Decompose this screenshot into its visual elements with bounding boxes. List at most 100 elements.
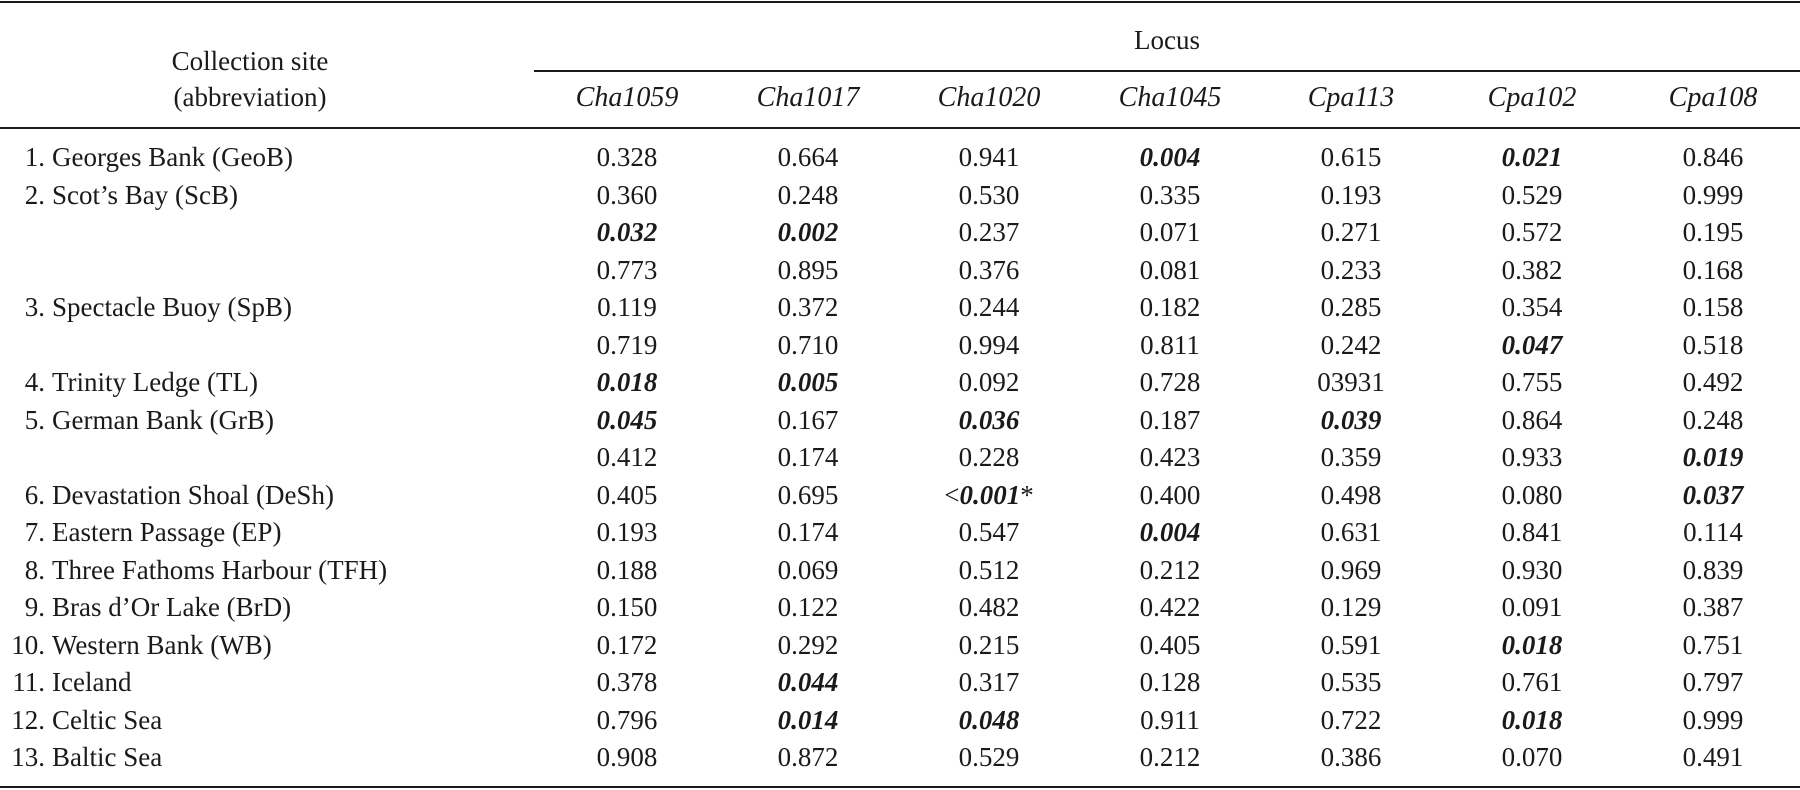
p-value-cell: 0.423 bbox=[1139, 442, 1201, 472]
p-value-cell: 0.591 bbox=[1320, 629, 1382, 660]
p-value-cell: 0.182 bbox=[1139, 292, 1201, 322]
p-value-cell: 0.518 bbox=[1682, 329, 1744, 360]
p-value-cell: 0.044 bbox=[777, 667, 839, 697]
p-value-cell: 0.292 bbox=[777, 629, 839, 660]
table-top-rule bbox=[0, 1, 1800, 3]
p-value-cell: 0.387 bbox=[1682, 592, 1744, 622]
p-value-cell: 0.150 bbox=[596, 592, 658, 622]
p-value-cell: 0.002 bbox=[777, 217, 839, 247]
p-value-cell: 0.999 bbox=[1682, 179, 1744, 210]
p-value-cell: 0.491 bbox=[1682, 742, 1744, 772]
p-value-cell: 0.755 bbox=[1501, 367, 1563, 397]
p-value-cell: 0.722 bbox=[1320, 704, 1382, 735]
locus-column-header: Cpa113 bbox=[1307, 82, 1395, 113]
table-row: 8. Three Fathoms Harbour (TFH) 0.188 0.069 0… bbox=[0, 552, 1800, 590]
site-name: Devastation Shoal (DeSh) bbox=[52, 479, 334, 510]
p-value-cell: 0.386 bbox=[1320, 742, 1382, 772]
site-number: 10. bbox=[11, 629, 45, 660]
p-value-cell: 03931 bbox=[1317, 367, 1385, 397]
p-value-cell: 0.119 bbox=[597, 292, 657, 322]
p-value-cell: 0.796 bbox=[596, 704, 658, 735]
collection-site-cell: 13. Baltic Sea bbox=[0, 739, 470, 777]
site-number: 8. bbox=[24, 554, 45, 585]
site-number: 2. bbox=[24, 179, 45, 210]
p-value-cell: 0.482 bbox=[958, 592, 1020, 622]
p-value-cell: 0.492 bbox=[1682, 367, 1744, 397]
p-value-cell: 0.328 bbox=[596, 142, 658, 172]
collection-site-cell: 5. German Bank (GrB) bbox=[0, 402, 470, 440]
site-number: 11. bbox=[12, 667, 45, 697]
p-value-cell: 0.081 bbox=[1139, 254, 1201, 285]
p-value-cell: 0.359 bbox=[1320, 442, 1382, 472]
collection-site-cell bbox=[0, 252, 470, 290]
p-value-cell: 0.187 bbox=[1139, 404, 1201, 435]
p-value-cell: 0.158 bbox=[1682, 292, 1744, 322]
table-row: 4. Trinity Ledge (TL) 0.018 0.005 0.092 0.728… bbox=[0, 364, 1800, 402]
p-value-cell: 0.719 bbox=[596, 329, 658, 360]
significant-value: 0.001 bbox=[959, 479, 1021, 510]
p-value-cell: 0.969 bbox=[1320, 554, 1382, 585]
p-value-cell: 0.405 bbox=[596, 479, 658, 510]
p-value-cell: 0.080 bbox=[1501, 479, 1563, 510]
p-value-cell: 0.498 bbox=[1320, 479, 1382, 510]
site-name: Celtic Sea bbox=[52, 704, 163, 735]
collection-site-cell: 9. Bras d’Or Lake (BrD) bbox=[0, 589, 470, 627]
table-row: 0.773 0.895 0.376 0.081 0.233 0.382 0.168 bbox=[0, 252, 1800, 290]
collection-site-cell bbox=[0, 327, 470, 365]
collection-site-cell: 11. Iceland bbox=[0, 664, 470, 702]
p-value-cell: 0.004 bbox=[1139, 517, 1201, 547]
table-row: 13. Baltic Sea 0.908 0.872 0.529 0.212 0.386 0.… bbox=[0, 739, 1800, 777]
collection-site-cell bbox=[0, 214, 470, 252]
p-value-cell: 0.019 bbox=[1682, 442, 1744, 472]
p-value-cell: 0.846 bbox=[1682, 142, 1744, 172]
p-value-cell: 0.005 bbox=[777, 367, 839, 397]
collection-site-cell: 12. Celtic Sea bbox=[0, 702, 470, 740]
collection-site-cell: 8. Three Fathoms Harbour (TFH) bbox=[0, 552, 470, 590]
p-value-cell: 0.382 bbox=[1501, 254, 1563, 285]
locus-column-header: Cha1017 bbox=[756, 82, 860, 113]
collection-site-cell: 7. Eastern Passage (EP) bbox=[0, 514, 470, 552]
p-value-cell: 0.572 bbox=[1501, 217, 1563, 247]
p-value-cell: 0.422 bbox=[1139, 592, 1201, 622]
p-value-cell: 0.045 bbox=[596, 404, 658, 435]
locus-column-header: Cha1059 bbox=[575, 82, 679, 113]
p-value-cell: 0.039 bbox=[1320, 404, 1382, 435]
site-name: Trinity Ledge (TL) bbox=[52, 367, 258, 397]
p-value-cell: 0.811 bbox=[1140, 329, 1200, 360]
site-number: 6. bbox=[24, 479, 45, 510]
p-value-cell: 0.070 bbox=[1501, 742, 1563, 772]
table-row: 0.719 0.710 0.994 0.811 0.242 0.047 0.518 bbox=[0, 327, 1800, 365]
site-name: German Bank (GrB) bbox=[52, 404, 274, 435]
p-value-cell: 0.174 bbox=[777, 517, 839, 547]
p-value-cell: 0.412 bbox=[596, 442, 658, 472]
p-value-cell: 0.761 bbox=[1501, 667, 1563, 697]
p-value-cell: 0.271 bbox=[1320, 217, 1382, 247]
collection-site-cell: 3. Spectacle Buoy (SpB) bbox=[0, 289, 470, 327]
p-value-cell: 0.047 bbox=[1501, 329, 1563, 360]
p-value-cell: 0.664 bbox=[777, 142, 839, 172]
p-value-cell: 0.193 bbox=[1320, 179, 1382, 210]
table-row: 0.032 0.002 0.237 0.071 0.271 0.572 0.195 bbox=[0, 214, 1800, 252]
p-value-cell: 0.014 bbox=[777, 704, 839, 735]
p-value-cell: 0.285 bbox=[1320, 292, 1382, 322]
p-value-cell: 0.376 bbox=[958, 254, 1020, 285]
collection-site-cell bbox=[0, 439, 470, 477]
p-value-cell: 0.864 bbox=[1501, 404, 1563, 435]
site-number: 12. bbox=[11, 704, 45, 735]
p-value-cell: 0.933 bbox=[1501, 442, 1563, 472]
p-value-cell: 0.248 bbox=[777, 179, 839, 210]
p-value-cell: 0.168 bbox=[1682, 254, 1744, 285]
p-value-cell: 0.512 bbox=[958, 554, 1020, 585]
p-value-cell: 0.233 bbox=[1320, 254, 1382, 285]
p-value-cell: 0.244 bbox=[958, 292, 1020, 322]
p-value-cell: 0.773 bbox=[596, 254, 658, 285]
p-value-cell: 0.908 bbox=[596, 742, 658, 772]
p-value-cell: 0.999 bbox=[1682, 704, 1744, 735]
p-value-cell: 0.317 bbox=[958, 667, 1020, 697]
p-value-cell: 0.128 bbox=[1139, 667, 1201, 697]
p-value-cell: 0.242 bbox=[1320, 329, 1382, 360]
p-value-cell: 0.405 bbox=[1139, 629, 1201, 660]
table-bottom-rule bbox=[0, 786, 1800, 788]
p-value-cell: 0.631 bbox=[1320, 517, 1382, 547]
